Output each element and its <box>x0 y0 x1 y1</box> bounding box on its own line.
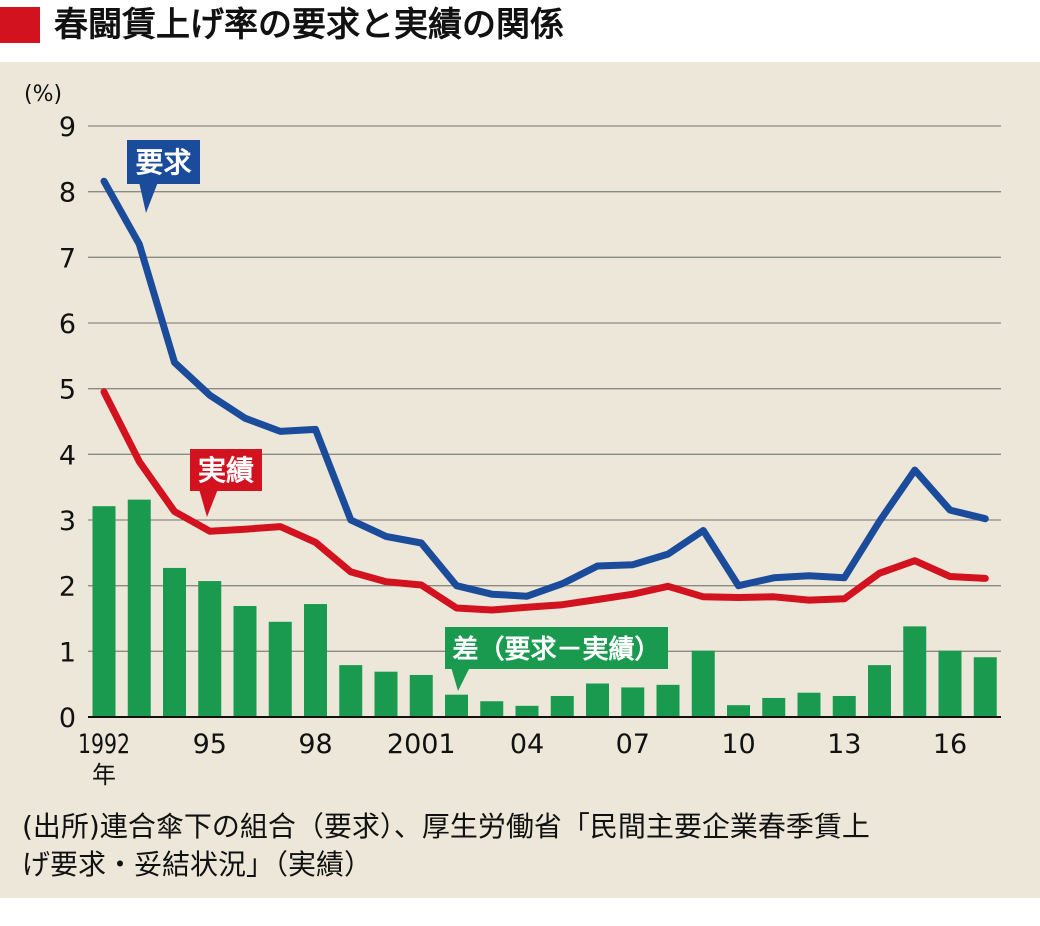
actual-line <box>100 388 989 614</box>
title-marker <box>0 7 40 43</box>
diff-bar-2012 <box>797 692 821 717</box>
diff-bar-1997 <box>268 621 292 717</box>
y-tick-label-6: 6 <box>59 309 76 340</box>
source-note: (出所)連合傘下の組合（要求）、厚生労働省「民間主要企業春季賃上 げ要求・妥結状… <box>22 808 1022 884</box>
diff-bar-1995 <box>198 581 222 717</box>
actual-callout-label: 実績 <box>198 454 254 487</box>
diff-callout-label: 差（要求－実績） <box>452 634 660 665</box>
actual-callout-pointer <box>199 489 218 517</box>
y-tick-label-5: 5 <box>59 375 76 406</box>
chart-panel <box>0 62 1040 898</box>
chart-title: 春闘賃上げ率の要求と実績の関係 <box>54 5 564 45</box>
diff-bar-1992 <box>92 506 116 717</box>
x-tick-label-2001: 2001 <box>387 729 456 760</box>
x-tick-label-98: 98 <box>298 729 332 760</box>
y-tick-label-8: 8 <box>59 178 76 209</box>
x-tick-label-13: 13 <box>827 729 861 760</box>
diff-bar-2006 <box>586 683 609 717</box>
diff-bar-2004 <box>515 705 539 717</box>
x-tick-label-16: 16 <box>933 729 967 760</box>
y-tick-label-4: 4 <box>59 440 76 471</box>
x-axis-unit-label: 年 <box>92 761 116 789</box>
y-tick-label-9: 9 <box>59 112 76 143</box>
source-line-1: (出所)連合傘下の組合（要求）、厚生労働省「民間主要企業春季賃上 <box>22 810 870 843</box>
diff-bar-2009 <box>691 650 715 717</box>
diff-bar-1998 <box>304 604 327 717</box>
demand-callout-box <box>127 140 200 184</box>
y-tick-label-0: 0 <box>59 703 76 734</box>
diff-bar-2003 <box>480 701 504 717</box>
diff-bar-2011 <box>762 697 786 717</box>
diff-bar-1999 <box>339 665 363 717</box>
diff-callout-pointer <box>451 667 470 691</box>
diff-bar-1993 <box>127 499 151 717</box>
diff-bar-2013 <box>832 695 856 717</box>
diff-bar-2008 <box>656 684 680 717</box>
x-tick-label-95: 95 <box>193 729 227 760</box>
diff-bar-2010 <box>727 705 750 717</box>
y-tick-label-7: 7 <box>59 243 76 274</box>
y-axis-unit-label: (%) <box>24 82 62 107</box>
x-tick-label-07: 07 <box>616 729 650 760</box>
x-tick-label-1992: 1992 <box>78 729 130 760</box>
diff-bar-2015 <box>903 626 927 717</box>
diff-bar-2007 <box>621 687 645 717</box>
diff-bar-2001 <box>409 674 433 717</box>
y-tick-label-1: 1 <box>59 637 76 668</box>
diff-bar-2017 <box>973 657 997 717</box>
x-tick-label-10: 10 <box>721 729 755 760</box>
demand-callout-label: 要求 <box>135 146 191 179</box>
demand-callout-pointer <box>139 182 158 213</box>
demand-line <box>100 177 989 600</box>
y-tick-label-2: 2 <box>59 572 76 603</box>
diff-bar-2014 <box>868 665 891 717</box>
diff-callout-box <box>445 627 668 669</box>
diff-bar-2016 <box>938 650 962 717</box>
x-tick-label-04: 04 <box>510 729 544 760</box>
diff-bar-2000 <box>374 671 398 717</box>
diff-bar-2005 <box>550 695 574 717</box>
title-bar: 春闘賃上げ率の要求と実績の関係 <box>0 0 1040 62</box>
actual-callout-box <box>190 449 262 491</box>
y-tick-label-3: 3 <box>59 506 76 537</box>
diff-bar-1994 <box>163 567 186 717</box>
source-line-2: げ要求・妥結状況」（実績） <box>22 848 373 881</box>
diff-bar-2002 <box>445 694 468 717</box>
diff-bar-1996 <box>233 606 257 717</box>
